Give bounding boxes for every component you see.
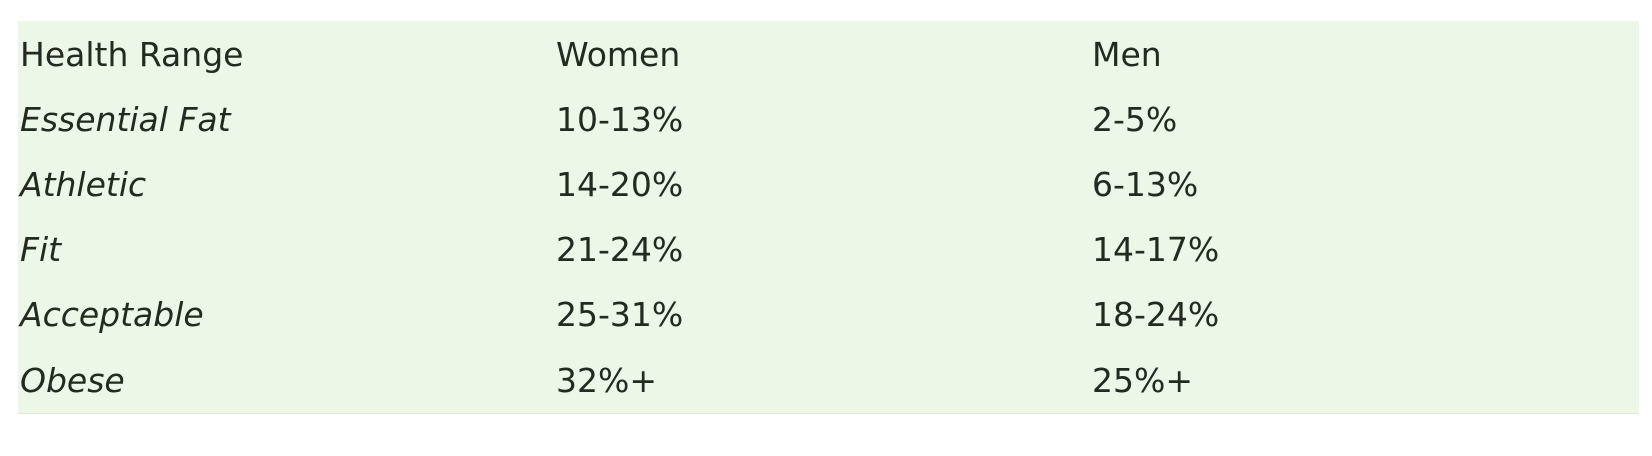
body-fat-table: Health Range Women Men Essential Fat 10-… <box>18 21 1639 413</box>
table-row: Essential Fat 10-13% 2-5% <box>18 87 1639 152</box>
women-value-cell: 25-31% <box>556 295 684 334</box>
table-row: Fit 21-24% 14-17% <box>18 217 1639 282</box>
table-row: Athletic 14-20% 6-13% <box>18 152 1639 217</box>
table-header-row: Health Range Women Men <box>18 21 1639 87</box>
men-value-cell: 6-13% <box>1092 165 1199 204</box>
table-row: Acceptable 25-31% 18-24% <box>18 282 1639 347</box>
women-value-cell: 10-13% <box>556 100 684 139</box>
women-value-cell: 14-20% <box>556 165 684 204</box>
men-value-cell: 14-17% <box>1092 230 1220 269</box>
range-name-cell: Fit <box>20 230 62 269</box>
range-name-cell: Obese <box>20 360 125 400</box>
women-value-cell: 21-24% <box>556 230 684 269</box>
header-health-range: Health Range <box>20 34 244 74</box>
header-women: Women <box>556 34 681 74</box>
range-name-cell: Acceptable <box>20 295 204 334</box>
body-fat-table-container: Health Range Women Men Essential Fat 10-… <box>18 21 1639 414</box>
range-name-cell: Athletic <box>20 165 147 204</box>
men-value-cell: 18-24% <box>1092 295 1220 334</box>
women-value-cell: 32%+ <box>556 360 657 400</box>
header-men: Men <box>1092 34 1162 74</box>
men-value-cell: 25%+ <box>1092 360 1193 400</box>
men-value-cell: 2-5% <box>1092 100 1178 139</box>
table-row: Obese 32%+ 25%+ <box>18 347 1639 413</box>
range-name-cell: Essential Fat <box>20 100 231 139</box>
